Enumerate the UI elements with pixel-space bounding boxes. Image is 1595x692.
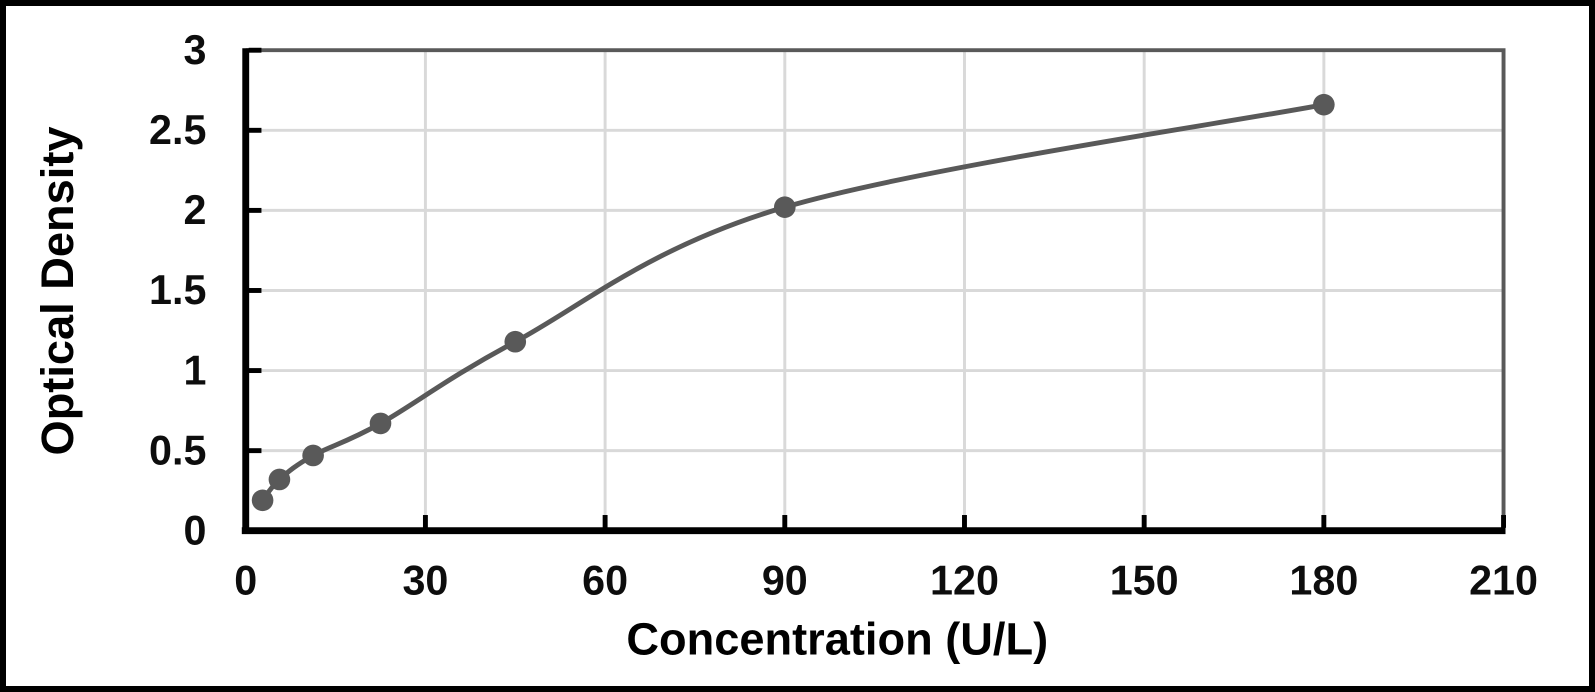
y-tick-label: 1.5 [149, 267, 206, 313]
x-tick-label: 90 [762, 558, 808, 604]
data-point [1313, 93, 1335, 116]
y-tick-label: 1 [183, 347, 206, 393]
x-tick-label: 30 [402, 558, 448, 604]
y-tick-label: 2.5 [149, 107, 206, 153]
y-tick-label: 0.5 [149, 427, 206, 473]
standard-curve-chart: 0 30 60 90 120 150 180 210 0 0.5 1 1.5 2 2.5 3 Concent… [32, 27, 1538, 665]
data-point [504, 330, 527, 353]
x-tick-label: 120 [930, 558, 999, 604]
data-point [369, 412, 392, 435]
x-tick-label: 0 [234, 558, 257, 604]
x-tick-label: 150 [1110, 558, 1179, 604]
data-point [773, 196, 796, 218]
x-tick-label: 180 [1289, 558, 1358, 604]
data-point [268, 468, 291, 491]
fit-curve [260, 102, 1325, 502]
y-tick-label: 3 [183, 27, 206, 73]
data-point [302, 444, 324, 467]
x-axis-title: Concentration (U/L) [626, 614, 1048, 665]
plot-area: 0 30 60 90 120 150 180 210 0 0.5 1 1.5 2 2.5 3 [149, 27, 1538, 604]
x-tick-label: 210 [1469, 558, 1538, 604]
y-tick-label: 0 [183, 507, 206, 553]
data-point [251, 489, 274, 512]
y-axis-title: Optical Density [32, 126, 83, 455]
x-tick-label: 60 [582, 558, 628, 604]
y-tick-label: 2 [183, 187, 206, 233]
